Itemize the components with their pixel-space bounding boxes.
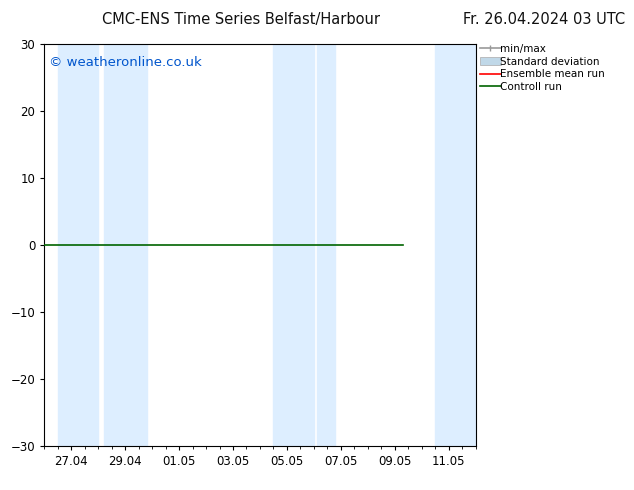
Bar <box>58 44 98 446</box>
Bar <box>435 44 476 446</box>
Bar <box>273 44 314 446</box>
Bar <box>316 44 335 446</box>
Text: Fr. 26.04.2024 03 UTC: Fr. 26.04.2024 03 UTC <box>463 12 625 27</box>
Bar <box>104 44 146 446</box>
Text: CMC-ENS Time Series Belfast/Harbour: CMC-ENS Time Series Belfast/Harbour <box>102 12 380 27</box>
Text: © weatheronline.co.uk: © weatheronline.co.uk <box>49 56 202 69</box>
Legend: min/max, Standard deviation, Ensemble mean run, Controll run: min/max, Standard deviation, Ensemble me… <box>480 44 609 92</box>
